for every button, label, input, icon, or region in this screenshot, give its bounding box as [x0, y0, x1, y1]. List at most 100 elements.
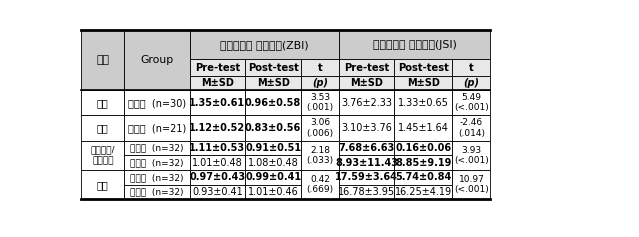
Bar: [339, 155, 394, 170]
Bar: [339, 59, 394, 76]
Bar: [394, 170, 452, 185]
Bar: [124, 155, 190, 170]
Bar: [245, 185, 301, 199]
Bar: [190, 141, 245, 155]
Text: 0.42
(.669): 0.42 (.669): [306, 175, 334, 194]
Text: 1.33±0.65: 1.33±0.65: [398, 98, 449, 108]
Text: 0.91±0.51: 0.91±0.51: [245, 143, 301, 153]
Text: Post-test: Post-test: [398, 63, 449, 73]
Bar: [245, 141, 301, 155]
Bar: [81, 90, 124, 115]
Text: 대조군  (n=32): 대조군 (n=32): [130, 158, 184, 167]
Text: 3.06
(.006): 3.06 (.006): [306, 118, 334, 138]
Text: 실험군  (n=32): 실험군 (n=32): [130, 144, 184, 153]
Bar: [452, 90, 490, 115]
Text: 8.93±11.43: 8.93±11.43: [335, 158, 398, 168]
Text: 3.93
(<.001): 3.93 (<.001): [454, 146, 489, 165]
Bar: [301, 90, 339, 115]
Text: M±SD: M±SD: [407, 78, 440, 88]
Bar: [245, 155, 301, 170]
Text: 구분: 구분: [96, 55, 109, 65]
Bar: [124, 185, 190, 199]
Text: 1.12±0.52: 1.12±0.52: [189, 123, 245, 133]
Text: 10.97
(<.001): 10.97 (<.001): [454, 175, 489, 194]
Text: 3.76±2.33: 3.76±2.33: [341, 98, 392, 108]
Bar: [81, 115, 124, 141]
Text: 배설: 배설: [97, 180, 109, 190]
Text: 1.01±0.48: 1.01±0.48: [192, 158, 243, 168]
Bar: [452, 59, 490, 76]
Text: 1.08±0.48: 1.08±0.48: [248, 158, 298, 168]
Text: Group: Group: [141, 55, 174, 65]
Bar: [124, 115, 190, 141]
Bar: [81, 141, 124, 170]
Bar: [394, 76, 452, 90]
Text: Post-test: Post-test: [248, 63, 298, 73]
Bar: [124, 141, 190, 155]
Bar: [81, 170, 124, 199]
Text: 1.01±0.46: 1.01±0.46: [248, 187, 298, 197]
Bar: [394, 59, 452, 76]
Text: Pre-test: Pre-test: [344, 63, 389, 73]
Bar: [394, 155, 452, 170]
Text: 사회과학적 돌봄부담(ZBI): 사회과학적 돌봄부담(ZBI): [220, 40, 309, 50]
Bar: [339, 30, 490, 59]
Text: 2.18
(.033): 2.18 (.033): [306, 146, 334, 165]
Bar: [301, 76, 339, 90]
Bar: [394, 185, 452, 199]
Text: 8.85±9.19: 8.85±9.19: [396, 158, 452, 168]
Text: 0.99±0.41: 0.99±0.41: [245, 173, 301, 182]
Text: 0.96±0.58: 0.96±0.58: [245, 98, 301, 108]
Text: 이승: 이승: [97, 98, 109, 108]
Text: 대조군  (n=32): 대조군 (n=32): [130, 187, 184, 196]
Text: 1.11±0.53: 1.11±0.53: [189, 143, 245, 153]
Bar: [452, 76, 490, 90]
Text: 1.45±1.64: 1.45±1.64: [398, 123, 449, 133]
Bar: [190, 59, 245, 76]
Text: M±SD: M±SD: [201, 78, 234, 88]
Bar: [190, 170, 245, 185]
Bar: [339, 76, 394, 90]
Bar: [394, 115, 452, 141]
Text: 16.78±3.95: 16.78±3.95: [338, 187, 395, 197]
Text: t: t: [318, 63, 322, 73]
Bar: [190, 30, 339, 59]
Text: 단일군  (n=21): 단일군 (n=21): [128, 123, 186, 133]
Bar: [190, 115, 245, 141]
Bar: [301, 170, 339, 199]
Bar: [339, 90, 394, 115]
Text: 0.83±0.56: 0.83±0.56: [245, 123, 301, 133]
Bar: [124, 30, 190, 90]
Bar: [452, 141, 490, 170]
Text: 5.74±0.84: 5.74±0.84: [396, 173, 452, 182]
Text: -2.46
(.014): -2.46 (.014): [458, 118, 485, 138]
Bar: [190, 155, 245, 170]
Bar: [81, 30, 124, 90]
Text: 5.49
(<.001): 5.49 (<.001): [454, 93, 489, 112]
Bar: [245, 115, 301, 141]
Bar: [452, 115, 490, 141]
Bar: [339, 170, 394, 185]
Bar: [339, 141, 394, 155]
Text: t: t: [469, 63, 473, 73]
Bar: [452, 170, 490, 199]
Text: 식사: 식사: [97, 123, 109, 133]
Bar: [245, 76, 301, 90]
Text: Pre-test: Pre-test: [195, 63, 240, 73]
Text: M±SD: M±SD: [257, 78, 289, 88]
Bar: [339, 185, 394, 199]
Text: 실험군  (n=32): 실험군 (n=32): [130, 173, 184, 182]
Text: 0.16±0.06: 0.16±0.06: [396, 143, 452, 153]
Text: 인간공학적 돌봄부담(JSI): 인간공학적 돌봄부담(JSI): [373, 40, 456, 50]
Text: 0.97±0.43: 0.97±0.43: [189, 173, 245, 182]
Bar: [190, 185, 245, 199]
Text: 0.93±0.41: 0.93±0.41: [192, 187, 243, 197]
Bar: [339, 115, 394, 141]
Text: 욕창예방/
자세변환: 욕창예방/ 자세변환: [91, 146, 115, 165]
Bar: [301, 115, 339, 141]
Bar: [190, 76, 245, 90]
Bar: [301, 59, 339, 76]
Text: 3.10±3.76: 3.10±3.76: [341, 123, 392, 133]
Text: 7.68±6.63: 7.68±6.63: [339, 143, 395, 153]
Text: 16.25±4.19: 16.25±4.19: [395, 187, 452, 197]
